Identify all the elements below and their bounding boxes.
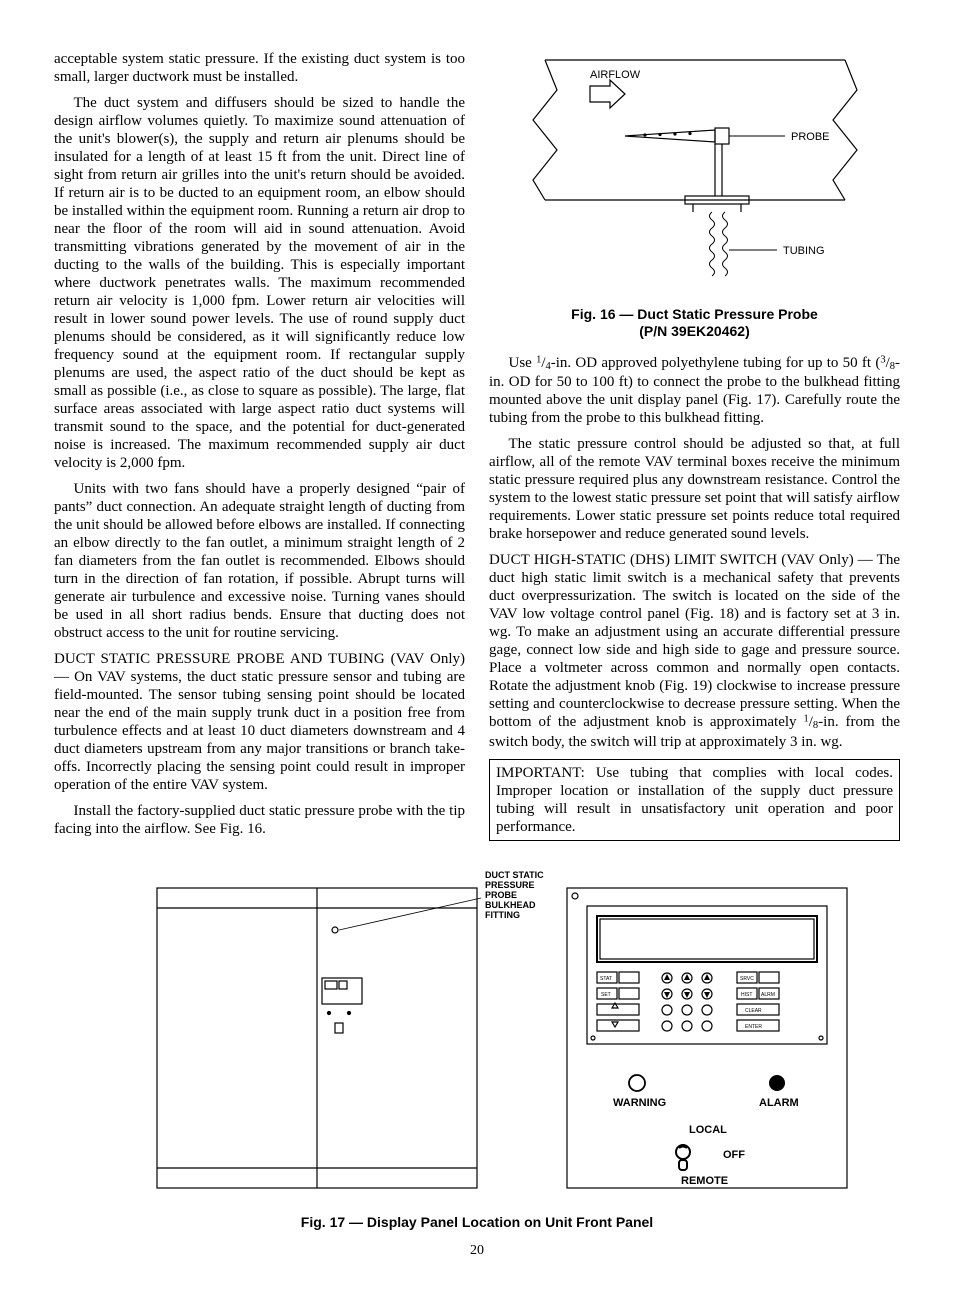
svg-text:SRVC: SRVC: [740, 976, 754, 982]
important-note: IMPORTANT: Use tubing that complies with…: [489, 759, 900, 841]
off-label: OFF: [723, 1149, 745, 1161]
svg-text:DUCT STATIC: DUCT STATIC: [485, 870, 544, 880]
fig17-svg: DUCT STATIC PRESSURE PROBE BULKHEAD FITT…: [97, 868, 857, 1208]
svg-text:SET: SET: [601, 992, 611, 998]
svg-text:PRESSURE: PRESSURE: [485, 880, 535, 890]
fig16-svg: AIRFLOW: [515, 50, 875, 300]
svg-text:PROBE: PROBE: [485, 890, 517, 900]
local-label: LOCAL: [689, 1124, 727, 1136]
toggle-switch-icon: [676, 1145, 690, 1170]
para-5: Install the factory-supplied duct static…: [54, 802, 465, 838]
right-column: AIRFLOW: [489, 50, 900, 846]
svg-text:CLEAR: CLEAR: [745, 1008, 762, 1014]
svg-text:ALRM: ALRM: [761, 992, 775, 998]
bulkhead-label: DUCT STATIC PRESSURE PROBE BULKHEAD FITT…: [485, 870, 544, 920]
para-2: The duct system and diffusers should be …: [54, 94, 465, 472]
figure-16: AIRFLOW: [489, 50, 900, 340]
alarm-label: ALARM: [759, 1097, 799, 1109]
svg-text:BULKHEAD: BULKHEAD: [485, 900, 536, 910]
fig16-probe-label: PROBE: [791, 131, 830, 143]
remote-label: REMOTE: [681, 1175, 728, 1187]
svg-text:HIST: HIST: [741, 992, 752, 998]
svg-text:STAT: STAT: [600, 976, 612, 982]
figure-17: DUCT STATIC PRESSURE PROBE BULKHEAD FITT…: [54, 868, 900, 1231]
airflow-arrow-icon: [590, 80, 625, 108]
svg-text:ENTER: ENTER: [745, 1024, 762, 1030]
right-para-3: DUCT HIGH-STATIC (DHS) LIMIT SWITCH (VAV…: [489, 551, 900, 751]
page-number: 20: [54, 1243, 900, 1260]
fig16-caption: Fig. 16 — Duct Static Pressure Probe (P/…: [489, 306, 900, 340]
left-column: acceptable system static pressure. If th…: [54, 50, 465, 846]
svg-text:FITTING: FITTING: [485, 910, 520, 920]
fig17-caption: Fig. 17 — Display Panel Location on Unit…: [54, 1214, 900, 1231]
tubing-shape: [709, 212, 727, 276]
warning-label: WARNING: [613, 1097, 666, 1109]
right-para-1: Use 1/4-in. OD approved polyethylene tub…: [489, 354, 900, 428]
para-1: acceptable system static pressure. If th…: [54, 50, 465, 86]
para-4: DUCT STATIC PRESSURE PROBE AND TUBING (V…: [54, 650, 465, 794]
fig16-tubing-label: TUBING: [783, 245, 825, 257]
para-4-rest: On VAV systems, the duct static pressure…: [54, 669, 465, 793]
fig16-airflow-label: AIRFLOW: [590, 69, 641, 81]
right-para-2: The static pressure control should be ad…: [489, 435, 900, 543]
para-3: Units with two fans should have a proper…: [54, 480, 465, 642]
